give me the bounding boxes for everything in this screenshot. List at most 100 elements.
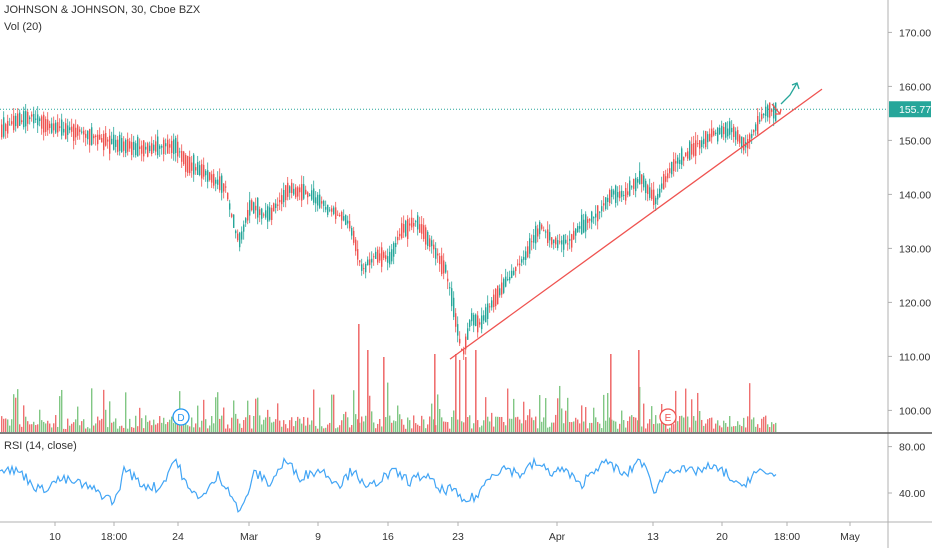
volume-bar [237, 418, 239, 432]
candle-body [189, 157, 191, 174]
candle-body [277, 204, 279, 206]
candle-body [411, 217, 413, 228]
candle-body [663, 174, 665, 190]
volume-bar [25, 416, 27, 432]
time-tick-label: 9 [315, 531, 321, 543]
volume-bar [358, 324, 360, 432]
candle-body [649, 187, 651, 198]
candle-body [271, 207, 273, 220]
time-tick-label: 23 [452, 531, 464, 543]
volume-bar [305, 425, 307, 432]
volume-bar [603, 394, 605, 432]
candle-body [153, 144, 155, 151]
volume-bar [379, 418, 381, 432]
time-tick-label: 20 [716, 531, 728, 543]
candle-body [223, 183, 225, 192]
candle-body [183, 151, 185, 165]
price-tick-label: 130.00 [899, 243, 931, 255]
candle-body [467, 328, 469, 340]
volume-bar [125, 392, 127, 432]
volume-bar [63, 428, 65, 432]
volume-bar [477, 420, 479, 432]
candle-body [217, 179, 219, 185]
candle-body [237, 233, 239, 241]
volume-bar [549, 426, 551, 432]
candle-body [395, 243, 397, 248]
volume-bar [289, 420, 291, 432]
candle-body [367, 259, 369, 266]
volume-bar [561, 408, 563, 432]
volume-bar [225, 428, 227, 432]
candle-body [707, 134, 709, 143]
candle-body [699, 140, 701, 149]
volume-bar [623, 420, 625, 432]
candle-body [105, 132, 107, 146]
volume-bar [317, 428, 319, 432]
volume-bar [451, 416, 453, 432]
candle-body [11, 121, 13, 125]
candle-body [739, 135, 741, 144]
volume-bar [399, 414, 401, 432]
volume-bar [469, 415, 471, 432]
volume-bar [667, 428, 669, 432]
volume-bar [649, 419, 651, 432]
candle-body [573, 230, 575, 240]
volume-bar [331, 394, 333, 432]
volume-bar [291, 417, 293, 432]
candle-body [627, 191, 629, 195]
candle-body [691, 143, 693, 155]
volume-bar [547, 427, 549, 432]
volume-bar [427, 424, 429, 432]
volume-bar [89, 428, 91, 432]
volume-bar [73, 422, 75, 432]
volume-bar [531, 417, 533, 432]
candle-body [461, 348, 463, 350]
volume-bar [659, 423, 661, 432]
candle-body [525, 251, 527, 260]
volume-bar [17, 389, 19, 432]
volume-bar [727, 426, 729, 432]
candle-body [719, 127, 721, 135]
volume-bar [109, 401, 111, 432]
candle-body [147, 143, 149, 157]
price-tick-label: 100.00 [899, 405, 931, 417]
volume-bar [51, 427, 53, 432]
volume-bar [523, 401, 525, 432]
candle-body [653, 189, 655, 206]
volume-bar [81, 421, 83, 432]
candle-body [341, 212, 343, 221]
volume-bar [195, 423, 197, 432]
candle-body [17, 113, 19, 128]
volume-bar [539, 395, 541, 432]
volume-bar [357, 419, 359, 432]
volume-bar [551, 422, 553, 432]
candle-body [43, 114, 45, 133]
candle-body [65, 123, 67, 139]
candles [1, 100, 777, 360]
candle-body [73, 124, 75, 141]
candle-body [125, 139, 127, 154]
volume-bar [261, 424, 263, 432]
candle-body [379, 253, 381, 261]
candle-body [759, 119, 761, 122]
volume-bar [503, 421, 505, 432]
candle-body [345, 215, 347, 225]
candle-body [551, 237, 553, 245]
candle-body [561, 240, 563, 245]
candle-body [181, 150, 183, 162]
volume-bar [639, 386, 641, 432]
candle-body [723, 126, 725, 135]
candle-body [71, 126, 73, 132]
candle-body [659, 188, 661, 197]
volume-bar [391, 422, 393, 432]
candle-body [113, 134, 115, 150]
volume-bar [567, 397, 569, 432]
candle-body [405, 220, 407, 237]
candle-body [623, 194, 625, 196]
candle-body [729, 121, 731, 135]
candle-body [389, 251, 391, 265]
volume-bar [219, 418, 221, 432]
volume-bar [709, 418, 711, 432]
volume-bar [701, 419, 703, 432]
